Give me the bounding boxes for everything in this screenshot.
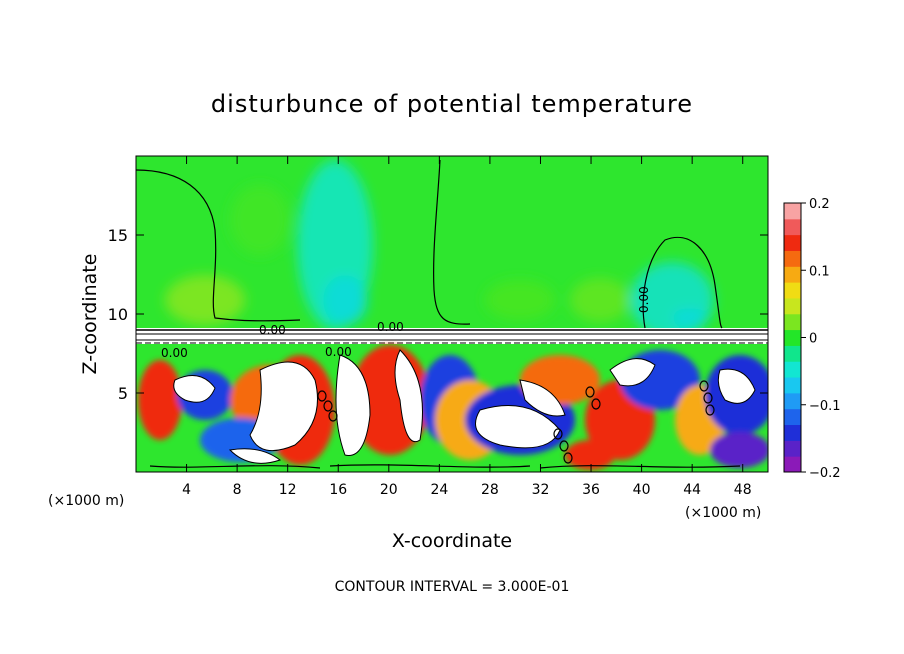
x-axis-label: X-coordinate [392, 530, 512, 552]
colorbar-swatch [784, 456, 801, 473]
colorbar-swatch [784, 329, 801, 346]
y-tick-label: 15 [108, 226, 128, 245]
y-tick-label: 5 [118, 384, 128, 403]
colorbar [783, 202, 802, 473]
lower-field [136, 344, 768, 472]
x-tick-label: 40 [633, 482, 651, 498]
contour-dot [699, 380, 709, 392]
y-axis: 5 10 15 [108, 226, 768, 403]
contour-dot [317, 390, 327, 402]
saturated-cores [173, 349, 756, 464]
colorbar-swatch [784, 266, 801, 283]
upper-blob [672, 308, 708, 328]
x-tick-label: 32 [532, 482, 550, 498]
colorbar-swatch [784, 218, 801, 236]
cool-eddy [710, 432, 768, 468]
x-unit-left: (×1000 m) [48, 493, 124, 509]
contour-line [433, 159, 471, 325]
chart-title: disturbunce of potential temperature [211, 90, 693, 118]
colorbar-swatch [784, 377, 801, 394]
upper-field-blobs [165, 160, 714, 338]
core [335, 354, 371, 456]
contour-label: 0.00 [161, 346, 188, 360]
colorbar-swatch [784, 440, 801, 457]
x-tick-label: 24 [430, 482, 448, 498]
core [394, 349, 423, 443]
contour-label: 0.00 [637, 286, 651, 313]
x-tick-label: 44 [683, 482, 701, 498]
x-tick-label: 16 [329, 482, 347, 498]
contour-dot [705, 404, 715, 416]
colorbar-swatch [784, 345, 801, 362]
colorbar-tick-label: 0.1 [809, 264, 830, 279]
core [519, 379, 566, 417]
colorbar-swatch [784, 424, 801, 441]
contour-dot [591, 398, 601, 410]
contour-line [136, 169, 301, 322]
core [228, 448, 282, 464]
contour-interval: CONTOUR INTERVAL = 3.000E-01 [335, 579, 570, 595]
x-tick-label: 4 [182, 482, 191, 498]
colorbar-tick-label: 0 [809, 332, 817, 347]
x-tick-label: 8 [233, 482, 242, 498]
colorbar-swatch [784, 408, 801, 426]
contour-lines [136, 159, 741, 469]
y-axis-label: Z-coordinate [79, 254, 101, 375]
colorbar-tick-label: 0.2 [809, 197, 830, 212]
x-tick-label: 12 [279, 482, 297, 498]
colorbar-swatch [784, 313, 801, 331]
core [609, 358, 656, 387]
contour-labels: 0.00 0.00 0.00 0.00 0.00 [161, 286, 651, 360]
colorbar-swatch [784, 297, 801, 315]
contour-dot [553, 428, 563, 440]
core [475, 405, 561, 449]
contour-line [149, 464, 741, 469]
contour-label: 0.00 [325, 345, 352, 359]
upper-blob [485, 280, 555, 320]
x-unit-right: (×1000 m) [685, 505, 761, 521]
contour-line [642, 236, 723, 329]
core [249, 361, 318, 452]
colorbar-swatch [784, 282, 801, 299]
x-tick-label: 48 [734, 482, 752, 498]
contour-label: 0.00 [377, 320, 404, 334]
upper-blob [165, 275, 245, 325]
colorbar-swatch [784, 361, 801, 378]
contour-label: 0.00 [259, 323, 286, 337]
core [173, 375, 216, 403]
colorbar-swatch [784, 392, 801, 410]
contour-dot [328, 410, 338, 422]
core [717, 368, 756, 404]
contour-dot [585, 386, 595, 398]
upper-blob [323, 275, 367, 325]
contour-dot [703, 392, 713, 404]
colorbar-tick-label: −0.1 [809, 399, 841, 414]
colorbar-tick-label: −0.2 [809, 466, 841, 481]
contour-dot [563, 452, 573, 464]
colorbar-swatch [784, 234, 801, 251]
x-tick-label: 28 [481, 482, 499, 498]
y-tick-label: 10 [108, 305, 128, 324]
contour-dot [323, 400, 333, 412]
x-tick-label: 20 [380, 482, 398, 498]
upper-blob [570, 278, 630, 322]
warm-eddy [565, 440, 615, 470]
x-tick-label: 36 [582, 482, 600, 498]
x-axis: 4 8 12 16 20 24 28 32 36 40 44 48 [182, 156, 752, 498]
colorbar-swatch [784, 203, 801, 220]
plot-area: 0.00 0.00 0.00 0.00 0.00 [136, 156, 768, 472]
colorbar-swatch [784, 250, 801, 267]
colorbar-ticks: 0.2 0.1 0 −0.1 −0.2 [801, 197, 841, 481]
upper-blob [230, 185, 290, 255]
warm-eddy [138, 360, 182, 440]
contour-dot [559, 440, 569, 452]
contour-dots [317, 380, 715, 464]
